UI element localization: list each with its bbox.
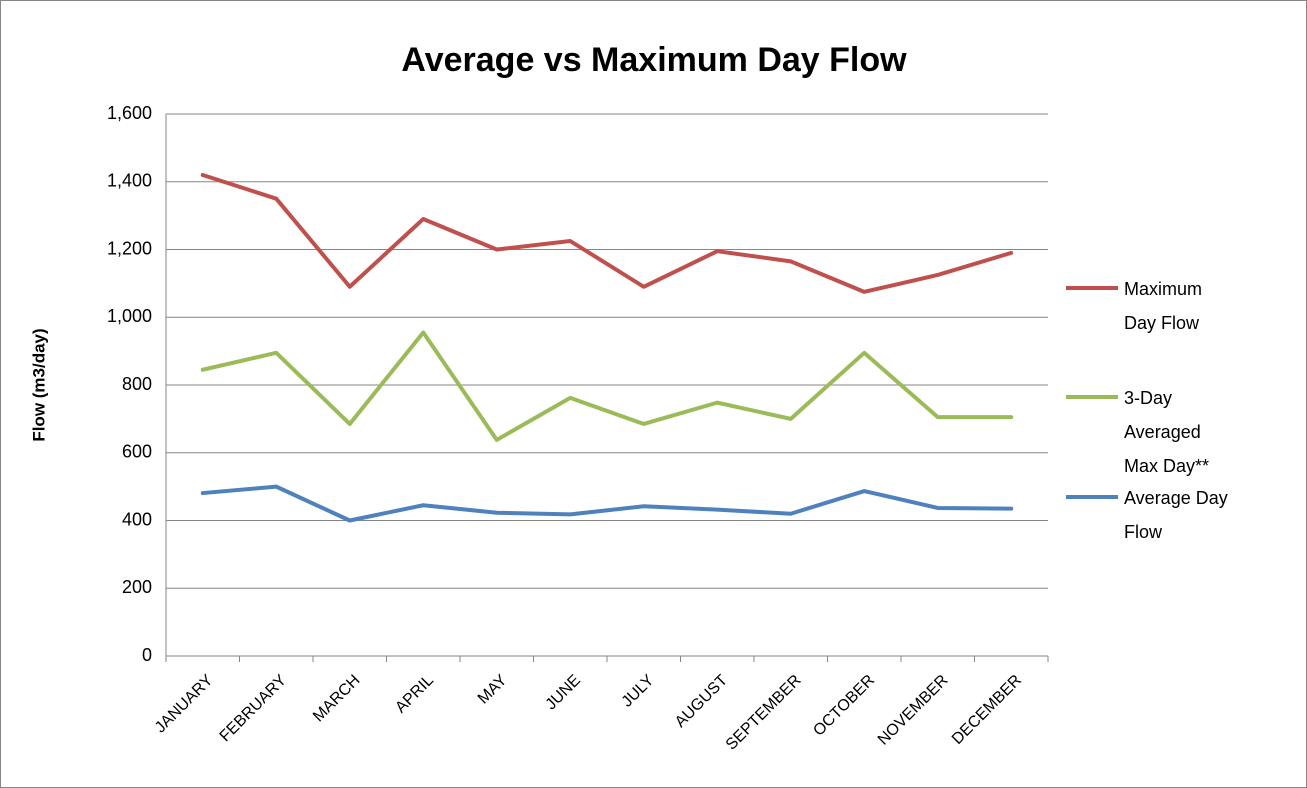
y-tick-label: 800	[122, 374, 152, 394]
y-tick-label: 200	[122, 577, 152, 597]
chart-title: Average vs Maximum Day Flow	[401, 41, 907, 79]
legend-label: Maximum Day Flow	[1124, 279, 1203, 333]
y-tick-label: 1,200	[107, 238, 152, 258]
y-tick-label: 1,600	[107, 103, 152, 123]
y-tick-label: 1,400	[107, 171, 152, 191]
y-tick-label: 1,000	[107, 306, 152, 326]
series-line	[200, 172, 1014, 294]
y-axis-label: Flow (m3/day)	[29, 328, 48, 441]
legend-label: 3-Day Averaged Max Day**	[1124, 388, 1210, 476]
legend-label: Average Day Flow	[1124, 488, 1228, 542]
y-tick-label: 600	[122, 442, 152, 462]
series-line	[200, 484, 1014, 523]
series-line	[200, 330, 1014, 442]
y-tick-label: 0	[142, 645, 152, 665]
y-tick-label: 400	[122, 509, 152, 529]
